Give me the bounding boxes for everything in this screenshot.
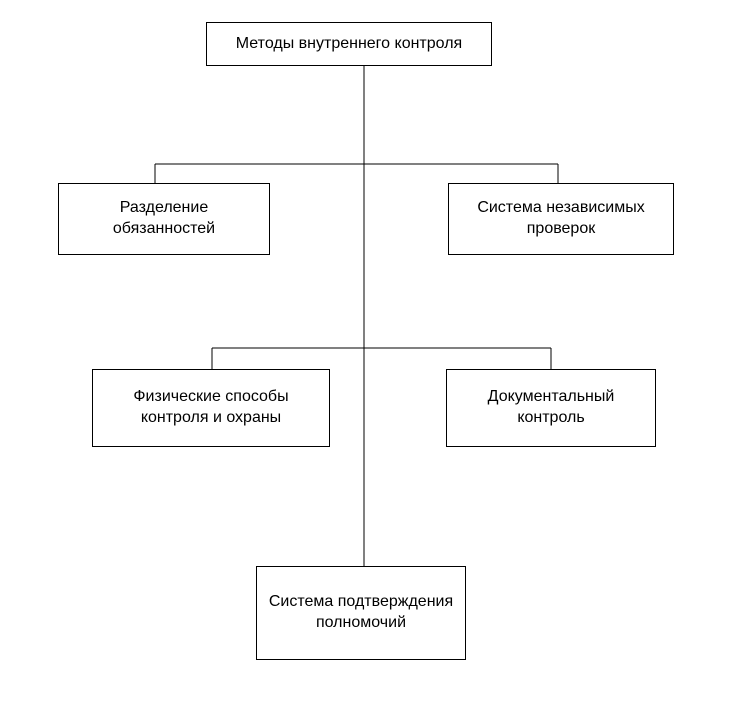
child-label-5: Система подтверждения полномочий (265, 592, 457, 634)
child-label-1: Разделение обязанностей (67, 198, 261, 240)
child-label-4: Документальный контроль (455, 387, 647, 429)
child-label-2: Система независимых проверок (457, 198, 665, 240)
root-label: Методы внутреннего контроля (236, 34, 462, 55)
root-node: Методы внутреннего контроля (206, 22, 492, 66)
child-node-2: Система независимых проверок (448, 183, 674, 255)
child-label-3: Физические способы контроля и охраны (101, 387, 321, 429)
child-node-5: Система подтверждения полномочий (256, 566, 466, 660)
child-node-3: Физические способы контроля и охраны (92, 369, 330, 447)
child-node-1: Разделение обязанностей (58, 183, 270, 255)
child-node-4: Документальный контроль (446, 369, 656, 447)
